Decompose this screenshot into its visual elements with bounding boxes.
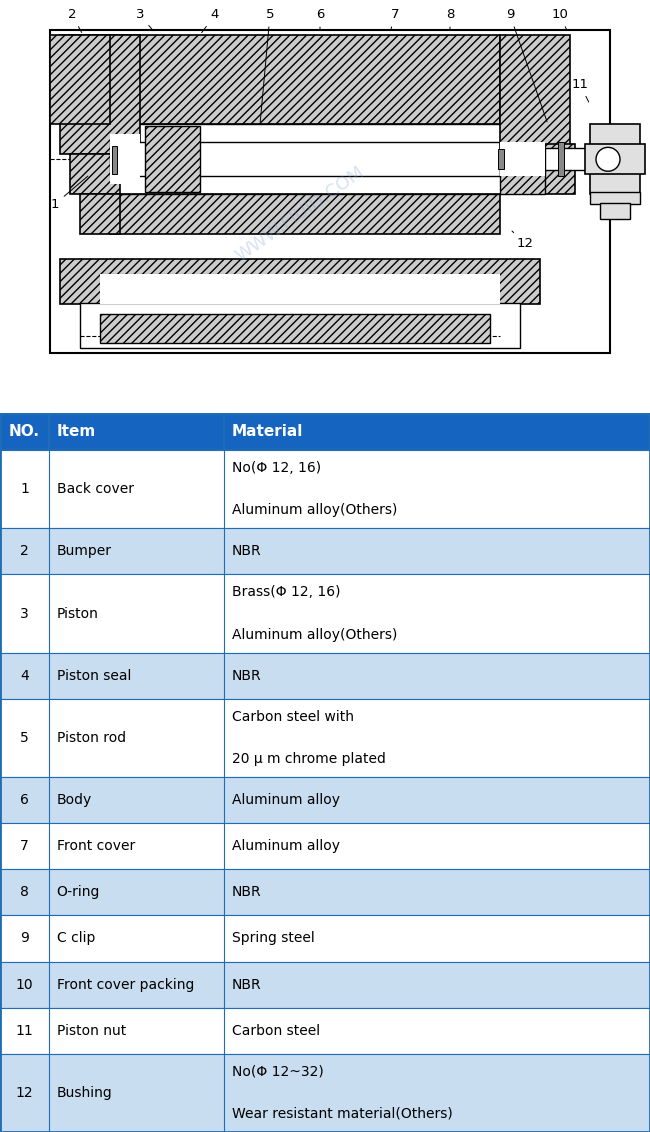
Bar [0, 823, 650, 869]
Bar [545, 148, 595, 170]
Bar [500, 143, 545, 177]
Bar [50, 29, 610, 353]
Text: Aluminum alloy(Others): Aluminum alloy(Others) [232, 628, 397, 642]
Text: Bushing: Bushing [57, 1086, 112, 1100]
Text: NO.: NO. [9, 424, 40, 439]
Text: 5: 5 [20, 731, 29, 745]
Bar [498, 149, 504, 170]
Text: 8: 8 [446, 8, 454, 31]
Text: Aluminum alloy: Aluminum alloy [232, 839, 340, 854]
Text: Brass(Φ 12, 16): Brass(Φ 12, 16) [232, 585, 341, 600]
Text: O-ring: O-ring [57, 885, 100, 900]
Bar [112, 146, 117, 174]
Text: Aluminum alloy(Others): Aluminum alloy(Others) [232, 504, 397, 517]
Bar [0, 529, 650, 574]
Bar [110, 135, 140, 185]
Bar [0, 869, 650, 916]
Text: 6: 6 [316, 8, 324, 31]
Bar [100, 274, 500, 303]
Text: WWW.FIUID.COM: WWW.FIUID.COM [232, 163, 368, 265]
Bar [0, 653, 650, 698]
Bar [558, 143, 564, 177]
Text: No(Φ 12~32): No(Φ 12~32) [232, 1065, 324, 1079]
Text: Body: Body [57, 794, 92, 807]
Text: C clip: C clip [57, 932, 95, 945]
Bar [585, 145, 645, 174]
Text: 10: 10 [16, 978, 33, 992]
Bar [0, 1054, 650, 1132]
Bar [100, 314, 490, 343]
Text: Item: Item [57, 424, 96, 439]
Text: No(Φ 12, 16): No(Φ 12, 16) [232, 461, 321, 475]
Bar [590, 192, 640, 204]
Text: 6: 6 [20, 794, 29, 807]
Bar [0, 698, 650, 778]
Bar [0, 778, 650, 823]
Text: 1: 1 [20, 482, 29, 496]
Bar [545, 145, 575, 195]
Bar [70, 154, 120, 195]
Bar [110, 195, 500, 234]
Text: 4: 4 [202, 8, 219, 33]
Text: Carbon steel: Carbon steel [232, 1023, 320, 1038]
Text: 20 μ m chrome plated: 20 μ m chrome plated [232, 752, 386, 766]
Text: 9: 9 [20, 932, 29, 945]
Text: Carbon steel with: Carbon steel with [232, 710, 354, 723]
Bar [0, 413, 650, 451]
Bar [0, 961, 650, 1007]
Bar [145, 127, 200, 192]
Text: Wear resistant material(Others): Wear resistant material(Others) [232, 1107, 453, 1121]
Circle shape [596, 147, 620, 171]
Bar [80, 195, 120, 234]
Text: 11: 11 [571, 78, 589, 102]
Text: NBR: NBR [232, 885, 262, 900]
Text: Back cover: Back cover [57, 482, 133, 496]
Text: 5: 5 [260, 8, 274, 121]
Text: 7: 7 [20, 839, 29, 854]
Text: Front cover packing: Front cover packing [57, 978, 194, 992]
Bar [590, 125, 640, 195]
Text: Front cover: Front cover [57, 839, 135, 854]
Text: 8: 8 [20, 885, 29, 900]
Text: 3: 3 [20, 607, 29, 620]
Bar [0, 574, 650, 653]
Text: Aluminum alloy: Aluminum alloy [232, 794, 340, 807]
Bar [50, 35, 110, 125]
Bar [600, 203, 630, 218]
Text: 10: 10 [552, 8, 569, 31]
Text: 2: 2 [68, 8, 82, 33]
Text: 12: 12 [512, 231, 534, 250]
Text: 11: 11 [16, 1023, 33, 1038]
Text: Piston: Piston [57, 607, 98, 620]
Bar [0, 451, 650, 529]
Text: 1: 1 [51, 177, 88, 211]
Bar [110, 143, 500, 177]
Bar [110, 125, 500, 195]
Text: Bumper: Bumper [57, 544, 112, 558]
Text: NBR: NBR [232, 978, 262, 992]
Bar [0, 1007, 650, 1054]
Text: 9: 9 [506, 8, 547, 122]
Text: NBR: NBR [232, 544, 262, 558]
Text: Material: Material [232, 424, 304, 439]
Bar [500, 35, 570, 154]
Text: Piston seal: Piston seal [57, 669, 131, 683]
Bar [500, 154, 545, 195]
Text: 4: 4 [20, 669, 29, 683]
Bar [0, 916, 650, 961]
Text: Spring steel: Spring steel [232, 932, 315, 945]
Text: Piston nut: Piston nut [57, 1023, 126, 1038]
Text: 12: 12 [16, 1086, 33, 1100]
Bar [110, 35, 500, 125]
Bar [60, 35, 140, 154]
Text: NBR: NBR [232, 669, 262, 683]
Bar [80, 302, 520, 349]
Bar [60, 259, 540, 303]
Text: 3: 3 [136, 8, 153, 31]
Text: 7: 7 [391, 8, 399, 31]
Text: Piston rod: Piston rod [57, 731, 125, 745]
Text: 2: 2 [20, 544, 29, 558]
